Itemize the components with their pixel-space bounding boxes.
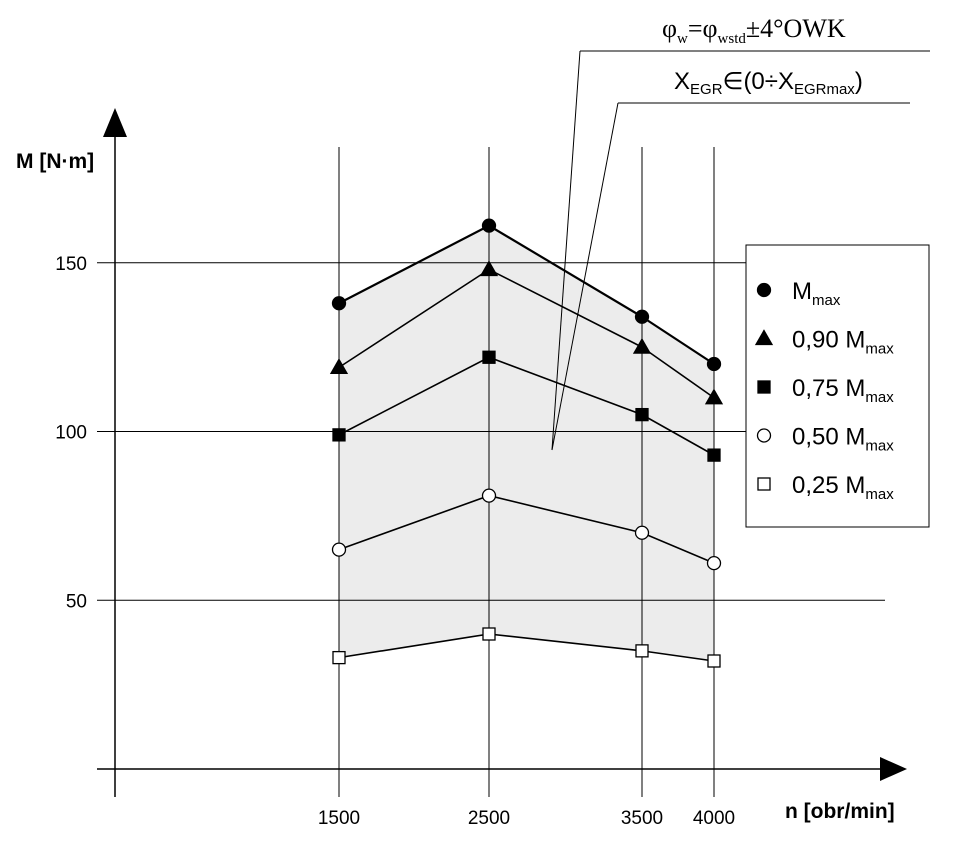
data-point	[635, 644, 649, 658]
axes	[97, 108, 907, 797]
legend-entry: 0,25 Mmax	[757, 472, 894, 503]
series-5	[332, 627, 721, 668]
x-gridlines	[338, 147, 715, 797]
legend-label: 0,50 Mmax	[792, 424, 894, 455]
annotation-egr-x1: X	[674, 68, 690, 95]
series-line	[338, 356, 715, 456]
series-2	[329, 260, 724, 405]
legend-label: 0,25 Mmax	[792, 472, 894, 503]
x-tick-label: 3500	[621, 808, 663, 829]
legend-entry: 0,90 Mmax	[754, 327, 894, 358]
annotation-phase-rest: ±4°OWK	[746, 14, 846, 43]
data-point	[479, 260, 499, 277]
annotation-phase-wstd: wstd	[718, 31, 747, 47]
annotation-phase-eq: =φ	[688, 14, 718, 43]
data-point	[332, 428, 346, 442]
legend-label-sub: max	[865, 389, 894, 406]
y-tick-label: 150	[55, 254, 87, 275]
data-point	[635, 407, 649, 422]
x-tick-label: 1500	[318, 808, 360, 829]
legend-marker	[756, 282, 772, 298]
series-line	[338, 268, 715, 399]
series-1	[331, 218, 722, 372]
y-tick-label: 100	[55, 423, 87, 444]
legend-label-main: 0,50 M	[792, 424, 865, 451]
series-line	[338, 494, 715, 564]
legend-entry: 0,75 Mmax	[757, 375, 894, 406]
annotation-phase: φw=φwstd±4°OWK	[662, 14, 846, 47]
data-point	[707, 448, 721, 462]
annotation-egr-sub1: EGR	[690, 81, 723, 98]
legend-label: Mmax	[792, 278, 841, 309]
series-layer	[329, 218, 724, 668]
data-point	[481, 218, 497, 233]
data-point	[634, 525, 650, 540]
data-point	[707, 654, 721, 668]
annotation-phase-phi: φ	[662, 14, 677, 43]
legend-label-sub: max	[812, 292, 841, 309]
data-point	[331, 542, 347, 557]
data-point	[706, 356, 722, 372]
legend-marker	[754, 329, 774, 346]
x-tick-label: 2500	[468, 808, 510, 829]
legend-marker	[757, 477, 771, 491]
data-point	[706, 555, 722, 571]
annotation-egr: XEGR∈(0÷XEGRmax)	[674, 68, 863, 98]
legend-label-main: M	[792, 278, 812, 305]
data-point	[632, 337, 652, 354]
legend-label-sub: max	[865, 341, 894, 358]
annotation-leaders	[551, 50, 930, 451]
data-point	[704, 388, 724, 405]
legend-box	[745, 244, 930, 528]
legend-marker	[757, 380, 771, 394]
y-axis-arrowhead	[103, 108, 127, 137]
data-point	[482, 627, 496, 641]
y-tick-labels: 50 100 150	[55, 254, 87, 613]
series-4	[331, 488, 722, 571]
series-3	[332, 350, 721, 462]
legend-label-main: 0,75 M	[792, 375, 865, 402]
x-tick-label: 4000	[693, 808, 735, 829]
legend-entry: Mmax	[756, 278, 841, 309]
y-tick-label: 50	[66, 591, 87, 612]
annotation-phase-w: w	[677, 31, 688, 47]
data-point	[482, 350, 496, 364]
operating-region-shade	[339, 225, 714, 661]
legend-label-sub: max	[865, 438, 894, 455]
y-axis-title: M [N·m]	[16, 150, 94, 173]
x-axis-arrowhead	[880, 757, 907, 781]
data-point	[331, 296, 347, 311]
annotation-egr-mid: ∈(0÷X	[723, 68, 794, 95]
data-point	[329, 358, 349, 375]
series-line	[338, 633, 715, 662]
legend-label-sub: max	[865, 486, 894, 503]
legend-marker	[756, 428, 772, 443]
annotation-leader-2	[551, 102, 619, 451]
legend-label-main: 0,25 M	[792, 472, 865, 499]
legend-entry: 0,50 Mmax	[756, 424, 894, 455]
legend-label-main: 0,90 M	[792, 327, 865, 354]
x-tick-labels: 1500 2500 3500 4000	[318, 808, 735, 829]
data-point	[332, 650, 346, 665]
data-point	[634, 309, 650, 324]
x-axis-title: n [obr/min]	[785, 800, 895, 823]
annotation-leader-1	[551, 50, 581, 451]
annotation-egr-sub2: EGRmax	[794, 81, 855, 98]
data-point	[481, 488, 497, 503]
series-line	[338, 224, 715, 365]
legend-label: 0,90 Mmax	[792, 327, 894, 358]
legend-label: 0,75 Mmax	[792, 375, 894, 406]
annotation-egr-end: )	[855, 68, 863, 95]
